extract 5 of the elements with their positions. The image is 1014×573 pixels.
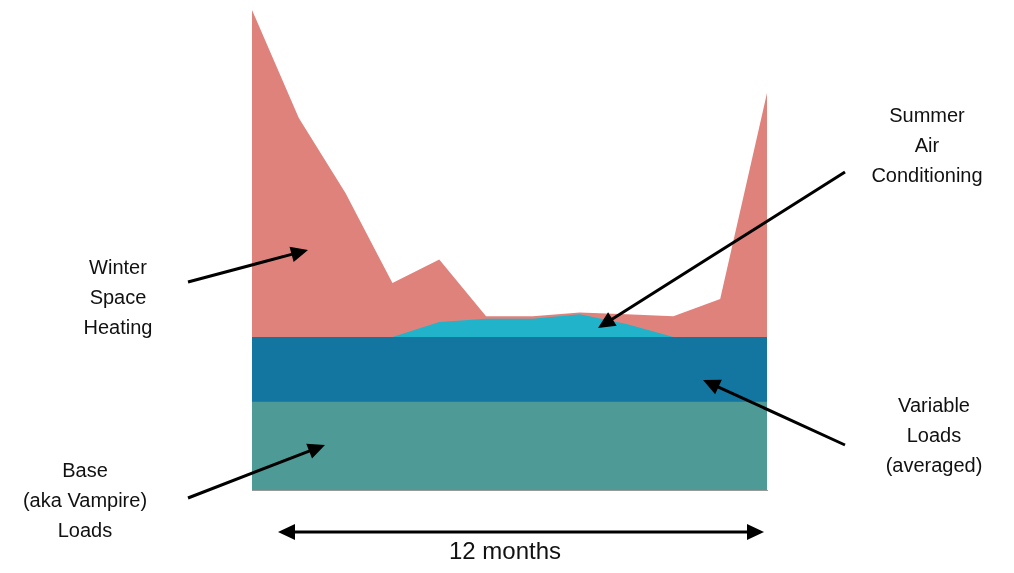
text: Variable Loads (averaged) [884, 393, 984, 478]
text: Base (aka Vampire) Loads [21, 458, 149, 543]
text: Summer Air Conditioning [870, 103, 984, 188]
text: Winter Space Heating [82, 255, 154, 340]
text: 12 months [447, 536, 563, 566]
